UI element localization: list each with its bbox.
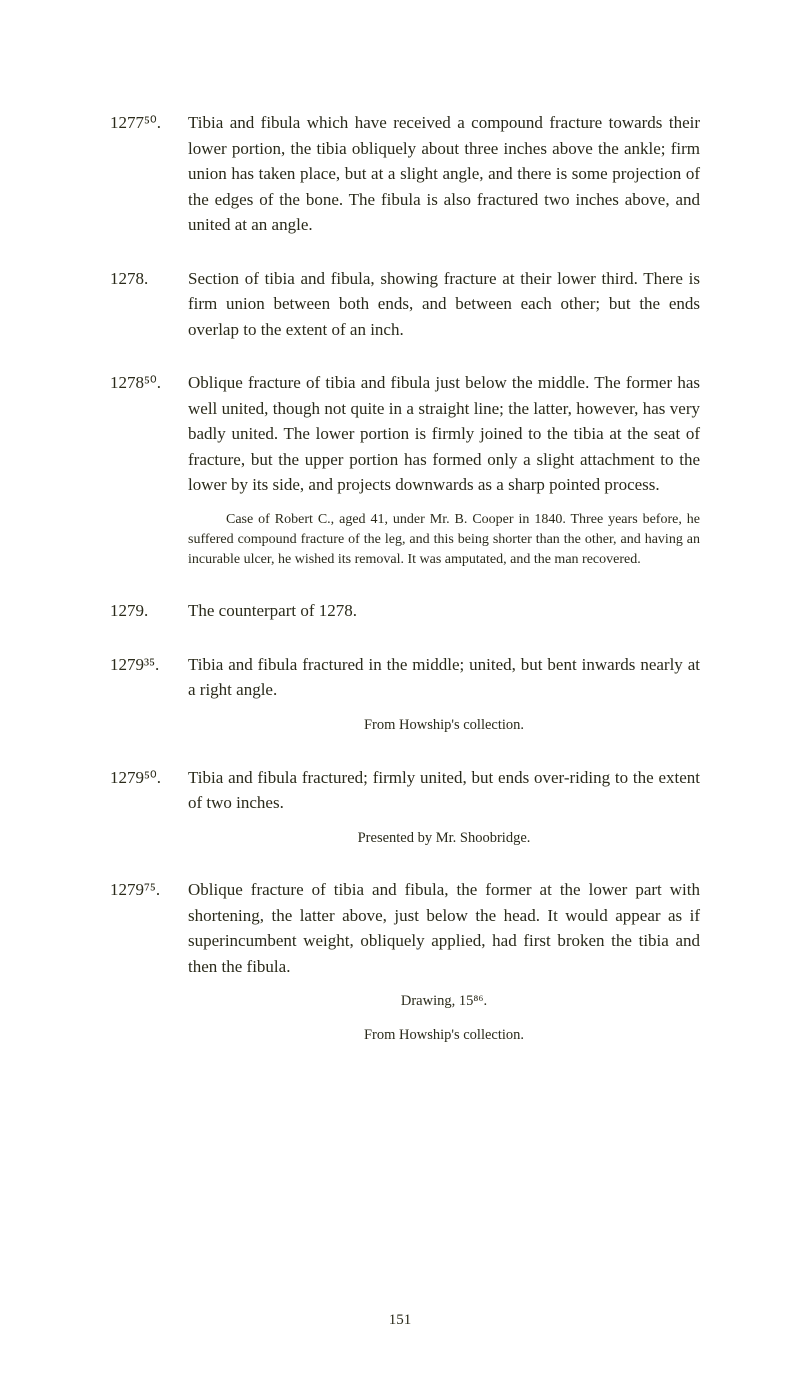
entry-number: 1277⁵⁰. <box>110 110 188 238</box>
entry-text: Section of tibia and fibula, showing fra… <box>188 266 700 343</box>
entry-source: From Howship's collection. <box>188 715 700 737</box>
entry-text: Oblique fracture of tibia and fibula jus… <box>188 370 700 498</box>
entry-text: Tibia and fibula fractured; firmly unite… <box>188 765 700 816</box>
entry-text: Tibia and fibula which have received a c… <box>188 110 700 238</box>
entry-body: Oblique fracture of tibia and fibula jus… <box>188 370 700 570</box>
entry-body: Tibia and fibula fractured in the middle… <box>188 652 700 737</box>
entry-body: Tibia and fibula which have received a c… <box>188 110 700 238</box>
entry-number: 1278. <box>110 266 188 343</box>
entry-number: 1279⁷⁵. <box>110 877 188 1047</box>
entry-source: From Howship's collection. <box>188 1025 700 1047</box>
entry-text: The counterpart of 1278. <box>188 598 700 624</box>
entry-note: Case of Robert C., aged 41, under Mr. B.… <box>188 510 700 571</box>
entry-number: 1278⁵⁰. <box>110 370 188 570</box>
entry-body: The counterpart of 1278. <box>188 598 700 624</box>
entry-number: 1279. <box>110 598 188 624</box>
page-number: 151 <box>0 1312 800 1329</box>
entry-body: Section of tibia and fibula, showing fra… <box>188 266 700 343</box>
entry-number: 1279³⁵. <box>110 652 188 737</box>
entry-source: Presented by Mr. Shoobridge. <box>188 828 700 850</box>
entry-drawing-ref: Drawing, 15⁸⁶. <box>188 991 700 1013</box>
entry-text: Tibia and fibula fractured in the middle… <box>188 652 700 703</box>
entry-text: Oblique fracture of tibia and fibula, th… <box>188 877 700 979</box>
entry-body: Oblique fracture of tibia and fibula, th… <box>188 877 700 1047</box>
entry-body: Tibia and fibula fractured; firmly unite… <box>188 765 700 850</box>
entry-number: 1279⁵⁰. <box>110 765 188 850</box>
